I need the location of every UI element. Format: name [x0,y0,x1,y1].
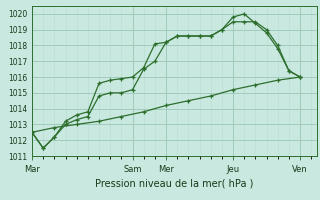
X-axis label: Pression niveau de la mer( hPa ): Pression niveau de la mer( hPa ) [95,178,253,188]
